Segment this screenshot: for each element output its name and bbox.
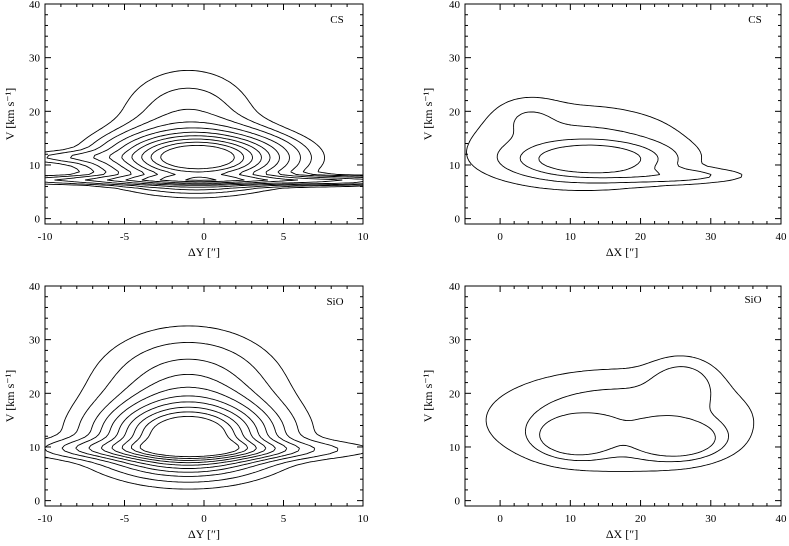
x-tick-label: 10 [358, 513, 370, 525]
contour-level-6 [121, 131, 298, 185]
contour-level-3 [54, 108, 364, 191]
tick-layer: -10 -5 0 5 10 0 10 20 30 40 [29, 0, 369, 243]
y-tick-label: 20 [29, 388, 41, 400]
contour-layer [466, 96, 743, 191]
x-tick-label: 0 [201, 231, 207, 243]
y-tick-label: 40 [449, 281, 461, 293]
y-tick-label: 30 [29, 335, 41, 347]
tick-layer: 0 10 20 30 40 0 10 20 30 40 [449, 0, 787, 243]
x-axis-title: ΔY [″] [188, 245, 220, 259]
y-tick-label: 0 [455, 214, 461, 226]
y-tick-label: 20 [29, 106, 41, 118]
panel-cs-dx: 0 10 20 30 40 0 10 20 30 40 CS ΔX [″] V [km s⁻¹] [421, 0, 787, 259]
x-axis-title: ΔX [″] [606, 527, 638, 541]
x-tick-label: 30 [705, 513, 717, 525]
contour-level-1 [44, 69, 364, 199]
y-axis-title: V [km s⁻¹] [3, 370, 17, 422]
y-axis-title: V [km s⁻¹] [3, 88, 17, 140]
x-tick-label: 0 [497, 513, 503, 525]
y-tick-label: 30 [29, 53, 41, 65]
contour-level-7 [131, 135, 268, 184]
contour-level-4 [538, 144, 642, 174]
contour-layer [44, 325, 364, 490]
contour-level-7 [111, 401, 267, 464]
x-tick-label: 5 [281, 513, 287, 525]
contour-level-2 [524, 366, 729, 463]
y-tick-label: 20 [449, 388, 461, 400]
contour-level-2 [44, 341, 339, 483]
y-tick-label: 30 [449, 335, 461, 347]
contour-level-8 [141, 138, 254, 183]
x-tick-label: 40 [776, 231, 788, 243]
x-axis-title: ΔX [″] [606, 245, 638, 259]
plot-frame [464, 285, 782, 507]
x-tick-label: 20 [635, 513, 647, 525]
x-tick-label: -10 [38, 231, 53, 243]
y-tick-label: 10 [449, 442, 461, 454]
contour-level-3 [519, 138, 661, 179]
x-tick-label: 5 [281, 231, 287, 243]
y-tick-label: 0 [35, 496, 41, 508]
panel-label: SiO [744, 294, 761, 306]
tick-layer: 0 10 20 30 40 0 10 20 30 40 [449, 281, 787, 525]
x-tick-label: 0 [497, 231, 503, 243]
contour-level-3 [539, 412, 716, 457]
panel-label: CS [330, 14, 343, 26]
y-tick-label: 40 [29, 281, 41, 293]
x-tick-label: -10 [38, 513, 53, 525]
contour-level-3 [61, 358, 316, 477]
y-tick-label: 10 [449, 160, 461, 172]
contour-level-10 [139, 415, 240, 458]
panel-sio-dx: 0 10 20 30 40 0 10 20 30 40 SiO ΔX [″] V [km s⁻¹] [421, 281, 787, 541]
contour-level-9 [150, 141, 245, 181]
contour-level-1 [485, 355, 755, 472]
plot-frame [464, 3, 782, 225]
y-axis-title: V [km s⁻¹] [421, 88, 435, 140]
plot-frame [44, 285, 364, 507]
x-tick-label: -5 [120, 231, 130, 243]
panel-sio-dy: -10 -5 0 5 10 0 10 20 30 40 SiO ΔY [″] V [km s⁻¹] [3, 281, 369, 541]
y-tick-label: 30 [449, 53, 461, 65]
contour-level-2 [44, 87, 364, 194]
y-tick-label: 10 [29, 160, 41, 172]
x-tick-label: 30 [705, 231, 717, 243]
x-tick-label: 10 [565, 231, 577, 243]
y-tick-label: 40 [29, 0, 41, 11]
x-tick-label: 20 [635, 231, 647, 243]
y-tick-label: 0 [455, 496, 461, 508]
contour-level-1 [44, 325, 364, 490]
contour-level-8 [121, 406, 257, 461]
contour-level-9 [130, 411, 249, 459]
y-tick-label: 20 [449, 106, 461, 118]
contour-level-6 [100, 395, 276, 466]
x-tick-label: 10 [358, 231, 370, 243]
y-tick-label: 0 [35, 214, 41, 226]
y-tick-label: 40 [449, 0, 461, 11]
contour-level-10 [160, 144, 235, 170]
panel-label: CS [748, 14, 761, 26]
panel-cs-dy: -10 -5 0 5 10 0 10 20 30 40 CS ΔY [″] V [km s⁻¹] [3, 0, 369, 259]
contour-level-4 [84, 121, 364, 188]
contour-level-5 [88, 386, 288, 469]
panel-label: SiO [326, 296, 343, 308]
plot-frame [44, 3, 364, 225]
contour-level-1 [466, 96, 743, 191]
contour-layer [44, 69, 364, 199]
x-tick-label: 40 [776, 513, 788, 525]
x-tick-label: 10 [565, 513, 577, 525]
contour-level-5 [107, 127, 343, 186]
contour-level-2 [496, 111, 712, 184]
contour-level-4 [75, 373, 300, 473]
tick-layer: -10 -5 0 5 10 0 10 20 30 40 [29, 281, 369, 525]
y-axis-title: V [km s⁻¹] [421, 370, 435, 422]
y-tick-label: 10 [29, 442, 41, 454]
x-tick-label: 0 [201, 513, 207, 525]
contour-layer [485, 355, 755, 472]
x-axis-title: ΔY [″] [188, 527, 220, 541]
x-tick-label: -5 [120, 513, 130, 525]
